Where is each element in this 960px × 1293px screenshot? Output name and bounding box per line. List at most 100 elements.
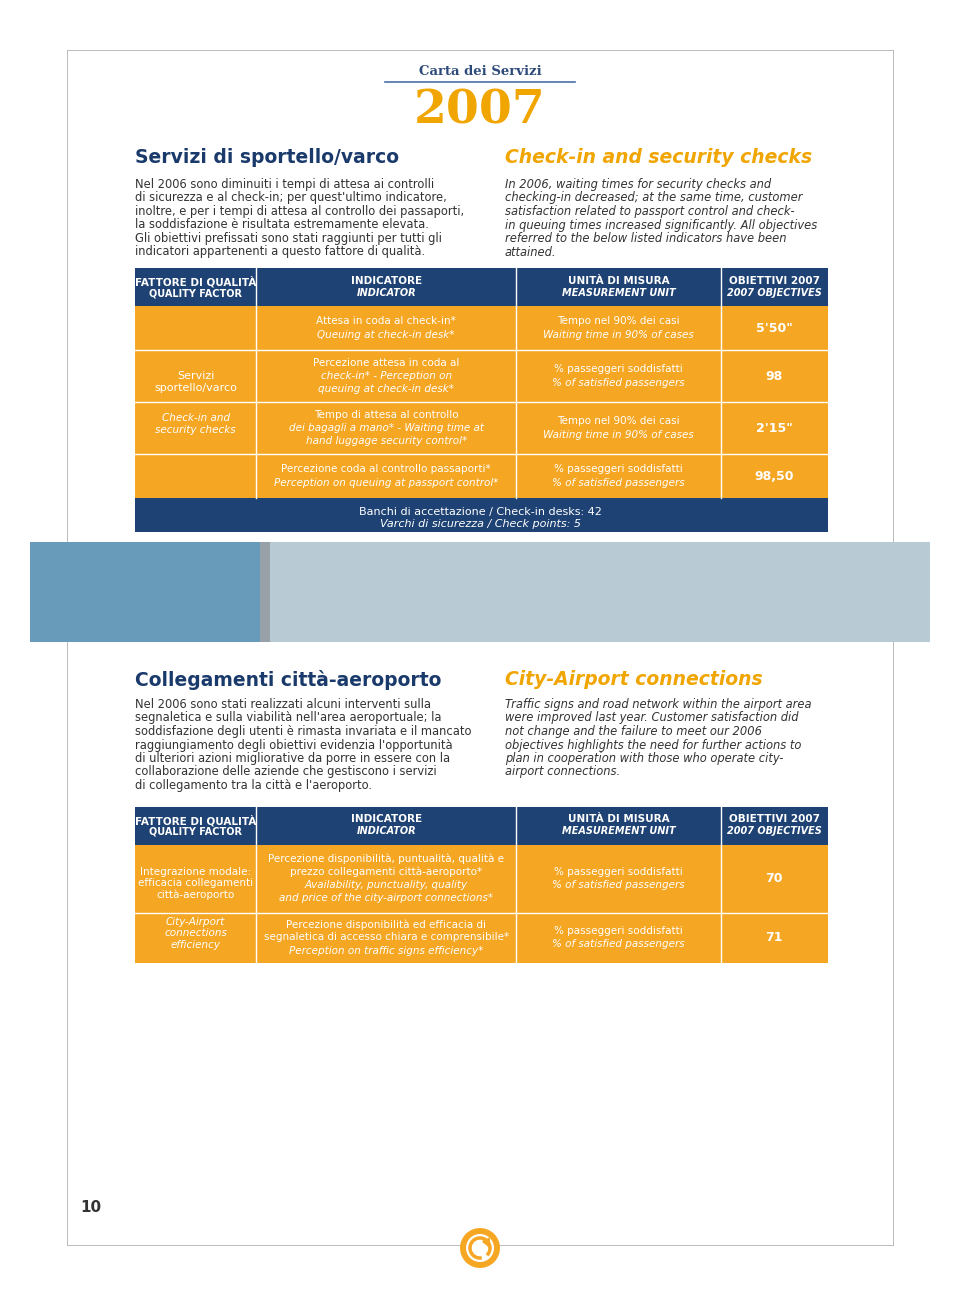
Text: airport connections.: airport connections.	[505, 765, 620, 778]
Text: indicatori appartenenti a questo fattore di qualità.: indicatori appartenenti a questo fattore…	[135, 246, 425, 259]
Text: Servizi
sportello/varco: Servizi sportello/varco	[155, 371, 237, 393]
Bar	[135, 350, 828, 402]
Text: INDICATOR: INDICATOR	[356, 288, 416, 297]
Text: 2007 OBJECTIVES: 2007 OBJECTIVES	[727, 288, 822, 297]
Bar	[135, 402, 828, 454]
Text: not change and the failure to meet our 2006: not change and the failure to meet our 2…	[505, 725, 762, 738]
Text: 71: 71	[765, 931, 783, 944]
Text: Tempo di attesa al controllo: Tempo di attesa al controllo	[314, 410, 459, 420]
Text: and price of the city-airport connections*: and price of the city-airport connection…	[279, 893, 493, 903]
Text: UNITÀ DI MISURA: UNITÀ DI MISURA	[567, 275, 669, 286]
Text: were improved last year. Customer satisfaction did: were improved last year. Customer satisf…	[505, 711, 799, 724]
Text: Queuing at check-in desk*: Queuing at check-in desk*	[318, 330, 455, 340]
Text: soddisfazione degli utenti è rimasta invariata e il mancato: soddisfazione degli utenti è rimasta inv…	[135, 725, 471, 738]
Circle shape	[466, 1234, 494, 1262]
Text: collaborazione delle aziende che gestiscono i servizi: collaborazione delle aziende che gestisc…	[135, 765, 437, 778]
Bar	[135, 807, 828, 844]
Text: Nel 2006 sono stati realizzati alcuni interventi sulla: Nel 2006 sono stati realizzati alcuni in…	[135, 698, 431, 711]
Text: INDICATORE: INDICATORE	[350, 275, 421, 286]
Text: attained.: attained.	[505, 246, 557, 259]
Bar	[135, 268, 828, 306]
Text: di ulteriori azioni migliorative da porre in essere con la: di ulteriori azioni migliorative da porr…	[135, 753, 450, 765]
Text: INDICATOR: INDICATOR	[356, 826, 416, 837]
Text: Availability, punctuality, quality: Availability, punctuality, quality	[304, 881, 468, 890]
Text: segnaletica di accesso chiara e comprensibile*: segnaletica di accesso chiara e comprens…	[264, 932, 509, 943]
Text: City-Airport connections: City-Airport connections	[505, 670, 762, 689]
Text: di collegamento tra la città e l'aeroporto.: di collegamento tra la città e l'aeropor…	[135, 778, 372, 793]
Text: QUALITY FACTOR: QUALITY FACTOR	[149, 288, 242, 297]
Text: % passeggeri soddisfatti: % passeggeri soddisfatti	[554, 464, 683, 475]
Text: raggiungiamento degli obiettivi evidenzia l'opportunità: raggiungiamento degli obiettivi evidenzi…	[135, 738, 452, 751]
Text: inoltre, e per i tempi di attesa al controllo dei passaporti,: inoltre, e per i tempi di attesa al cont…	[135, 206, 464, 219]
Text: checking-in decreased; at the same time, customer: checking-in decreased; at the same time,…	[505, 191, 803, 204]
Text: Perception on traffic signs efficiency*: Perception on traffic signs efficiency*	[289, 945, 484, 956]
Text: MEASUREMENT UNIT: MEASUREMENT UNIT	[562, 826, 675, 837]
Text: QUALITY FACTOR: QUALITY FACTOR	[149, 826, 242, 837]
Text: Tempo nel 90% dei casi: Tempo nel 90% dei casi	[557, 317, 680, 327]
Text: In 2006, waiting times for security checks and: In 2006, waiting times for security chec…	[505, 178, 771, 191]
Text: FATTORE DI QUALITÀ: FATTORE DI QUALITÀ	[135, 275, 256, 287]
Text: Carta dei Servizi: Carta dei Servizi	[419, 65, 541, 78]
Text: City-Airport
connections
efficiency: City-Airport connections efficiency	[164, 917, 228, 950]
Text: Integrazione modale:
efficacia collegamenti
città-aeroporto: Integrazione modale: efficacia collegame…	[138, 866, 253, 900]
Text: plan in cooperation with those who operate city-: plan in cooperation with those who opera…	[505, 753, 783, 765]
Text: Percezione attesa in coda al: Percezione attesa in coda al	[313, 358, 460, 369]
Text: check-in* - Perception on: check-in* - Perception on	[321, 371, 452, 381]
Text: Collegamenti città-aeroporto: Collegamenti città-aeroporto	[135, 670, 442, 690]
Text: Waiting time in 90% of cases: Waiting time in 90% of cases	[543, 330, 694, 340]
Text: % passeggeri soddisfatti: % passeggeri soddisfatti	[554, 926, 683, 936]
Text: INDICATORE: INDICATORE	[350, 815, 421, 825]
Text: 2'15": 2'15"	[756, 422, 793, 434]
Text: FATTORE DI QUALITÀ: FATTORE DI QUALITÀ	[135, 815, 256, 826]
Text: prezzo collegamenti città-aeroporto*: prezzo collegamenti città-aeroporto*	[290, 866, 482, 877]
Text: objectives highlights the need for further actions to: objectives highlights the need for furth…	[505, 738, 802, 751]
Text: % passeggeri soddisfatti: % passeggeri soddisfatti	[554, 868, 683, 877]
Text: Varchi di sicurezza / Check points: 5: Varchi di sicurezza / Check points: 5	[379, 518, 581, 529]
Text: Check-in and
security checks: Check-in and security checks	[156, 414, 236, 434]
Text: Servizi di sportello/varco: Servizi di sportello/varco	[135, 147, 399, 167]
Text: 98: 98	[766, 370, 783, 383]
Circle shape	[460, 1228, 500, 1268]
Text: Nel 2006 sono diminuiti i tempi di attesa ai controlli: Nel 2006 sono diminuiti i tempi di attes…	[135, 178, 434, 191]
Text: Gli obiettivi prefissati sono stati raggiunti per tutti gli: Gli obiettivi prefissati sono stati ragg…	[135, 231, 442, 244]
Bar	[135, 306, 828, 350]
Text: 70: 70	[765, 871, 783, 884]
Bar	[30, 542, 260, 643]
Text: dei bagagli a mano* - Waiting time at: dei bagagli a mano* - Waiting time at	[289, 423, 484, 433]
Bar	[270, 542, 930, 643]
Text: di sicurezza e al check-in; per quest'ultimo indicatore,: di sicurezza e al check-in; per quest'ul…	[135, 191, 446, 204]
Text: 5'50": 5'50"	[756, 322, 793, 335]
Text: Perception on queuing at passport control*: Perception on queuing at passport contro…	[274, 477, 498, 487]
Text: Percezione disponibilità ed efficacia di: Percezione disponibilità ed efficacia di	[286, 919, 486, 930]
Text: OBIETTIVI 2007: OBIETTIVI 2007	[729, 815, 820, 825]
Text: 98,50: 98,50	[755, 469, 794, 482]
Text: % of satisfied passengers: % of satisfied passengers	[552, 378, 684, 388]
Text: Banchi di accettazione / Check-in desks: 42: Banchi di accettazione / Check-in desks:…	[359, 507, 601, 517]
Text: satisfaction related to passport control and check-: satisfaction related to passport control…	[505, 206, 795, 219]
Text: Percezione disponibilità, puntualità, qualità e: Percezione disponibilità, puntualità, qu…	[268, 853, 504, 864]
Bar	[135, 454, 828, 498]
Text: 10: 10	[80, 1200, 101, 1215]
Text: segnaletica e sulla viabilità nell'area aeroportuale; la: segnaletica e sulla viabilità nell'area …	[135, 711, 442, 724]
Bar	[260, 542, 270, 643]
Bar	[135, 844, 828, 913]
Bar	[135, 498, 828, 531]
Bar	[30, 542, 260, 643]
Text: queuing at check-in desk*: queuing at check-in desk*	[318, 384, 454, 394]
Text: la soddisfazione è risultata estremamente elevata.: la soddisfazione è risultata estremament…	[135, 219, 429, 231]
Text: Check-in and security checks: Check-in and security checks	[505, 147, 812, 167]
Text: % passeggeri soddisfatti: % passeggeri soddisfatti	[554, 365, 683, 375]
Text: hand luggage security control*: hand luggage security control*	[305, 436, 467, 446]
Text: % of satisfied passengers: % of satisfied passengers	[552, 477, 684, 487]
Text: Attesa in coda al check-in*: Attesa in coda al check-in*	[317, 317, 456, 327]
Text: 2007: 2007	[414, 87, 546, 133]
Text: UNITÀ DI MISURA: UNITÀ DI MISURA	[567, 815, 669, 825]
Text: Traffic signs and road network within the airport area: Traffic signs and road network within th…	[505, 698, 811, 711]
Text: in queuing times increased significantly. All objectives: in queuing times increased significantly…	[505, 219, 817, 231]
Text: % of satisfied passengers: % of satisfied passengers	[552, 939, 684, 949]
Bar	[135, 913, 828, 962]
Bar	[30, 542, 930, 643]
Text: Waiting time in 90% of cases: Waiting time in 90% of cases	[543, 429, 694, 440]
Text: MEASUREMENT UNIT: MEASUREMENT UNIT	[562, 288, 675, 297]
Text: referred to the below listed indicators have been: referred to the below listed indicators …	[505, 231, 786, 244]
